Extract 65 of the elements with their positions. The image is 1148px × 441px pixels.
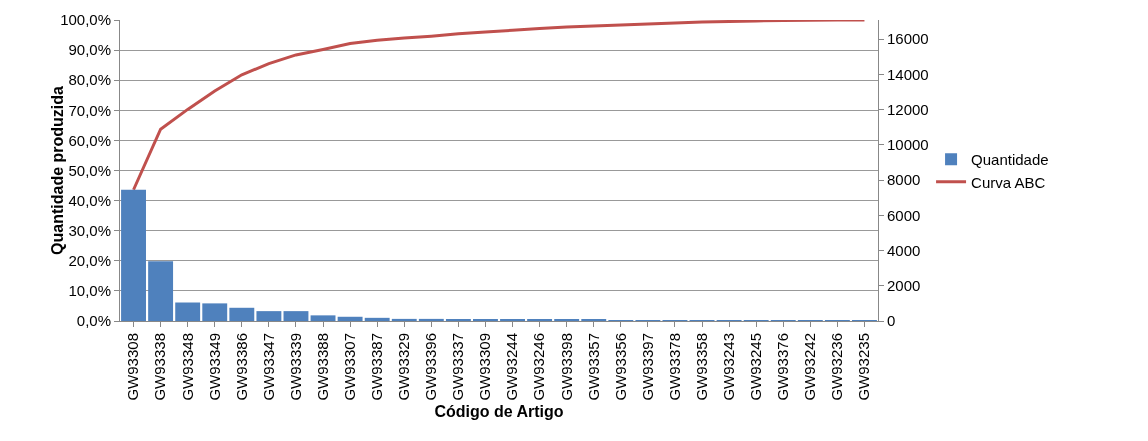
x-tick-label: GW93357 (584, 333, 602, 401)
x-tick-label: GW93308 (124, 333, 142, 401)
x-tick-label: GW93338 (151, 333, 169, 401)
x-tick-label: GW93347 (259, 333, 277, 401)
y-tick-label: 70,0% (68, 101, 111, 119)
bar (391, 318, 417, 321)
x-tick-label: GW93356 (611, 333, 629, 401)
y-tick-label: 60,0% (68, 131, 111, 149)
y2-tick-label: 12000 (887, 100, 929, 118)
bar (310, 315, 336, 321)
x-tick-label: GW93245 (747, 333, 765, 401)
y-tick-label: 10,0% (68, 282, 111, 300)
y2-tick-label: 16000 (887, 30, 929, 48)
y-tick-label: 20,0% (68, 252, 111, 270)
x-tick-label: GW93243 (719, 333, 737, 401)
y2-tick-label: 0 (887, 312, 896, 330)
y2-tick-label: 6000 (887, 206, 921, 224)
y-tick-label: 50,0% (68, 161, 111, 179)
x-tick-label: GW93246 (530, 333, 548, 401)
x-tick-label: GW93386 (232, 333, 250, 401)
bar (175, 302, 201, 321)
y-tick-label: 90,0% (68, 41, 111, 59)
bar (337, 316, 363, 321)
x-tick-label: GW93329 (395, 333, 413, 401)
bar (148, 261, 174, 321)
y-tick-label: 40,0% (68, 191, 111, 209)
y-tick-label: 30,0% (68, 221, 111, 239)
bar (202, 303, 228, 321)
bar (121, 189, 146, 321)
x-axis-title: Código de Artigo (434, 402, 564, 420)
x-tick-label: GW93397 (638, 333, 656, 401)
y-axis-title: Quantidade produzida (49, 85, 67, 255)
x-tick-label: GW93244 (503, 333, 521, 401)
bar (283, 311, 309, 321)
x-tick-label: GW93396 (422, 333, 440, 401)
bar (364, 317, 390, 321)
y2-tick-label: 4000 (887, 241, 921, 259)
x-tick-label: GW93378 (665, 333, 683, 401)
bar (418, 318, 444, 321)
x-tick-label: GW93307 (340, 333, 358, 401)
legend-label: Curva ABC (971, 173, 1046, 191)
x-tick-label: GW93358 (692, 333, 710, 401)
line-series (132, 20, 866, 192)
x-tick-label: GW93235 (855, 333, 873, 401)
bar (229, 307, 255, 321)
x-tick-label: GW93388 (313, 333, 331, 401)
y2-tick-label: 8000 (887, 171, 921, 189)
x-tick-label: GW93236 (828, 333, 846, 401)
x-tick-label: GW93387 (368, 333, 386, 401)
y2-tick-label: 10000 (887, 136, 929, 154)
x-tick-label: GW93339 (286, 333, 304, 401)
y-tick-label: 80,0% (68, 71, 111, 89)
y-tick-label: 100,0% (60, 11, 111, 29)
x-tick-label: GW93242 (801, 333, 819, 401)
x-tick-label: GW93398 (557, 333, 575, 401)
x-tick-label: GW93349 (205, 333, 223, 401)
y2-tick-label: 2000 (887, 277, 921, 294)
x-tick-label: GW93376 (774, 333, 792, 401)
x-tick-label: GW93309 (476, 333, 494, 401)
y2-tick-label: 14000 (887, 65, 929, 83)
bar (256, 311, 282, 321)
x-tick-label: GW93337 (449, 333, 467, 401)
legend-label: Quantidade (971, 151, 1049, 169)
x-tick-label: GW93348 (178, 333, 196, 401)
y-tick-label: 0,0% (76, 312, 111, 330)
